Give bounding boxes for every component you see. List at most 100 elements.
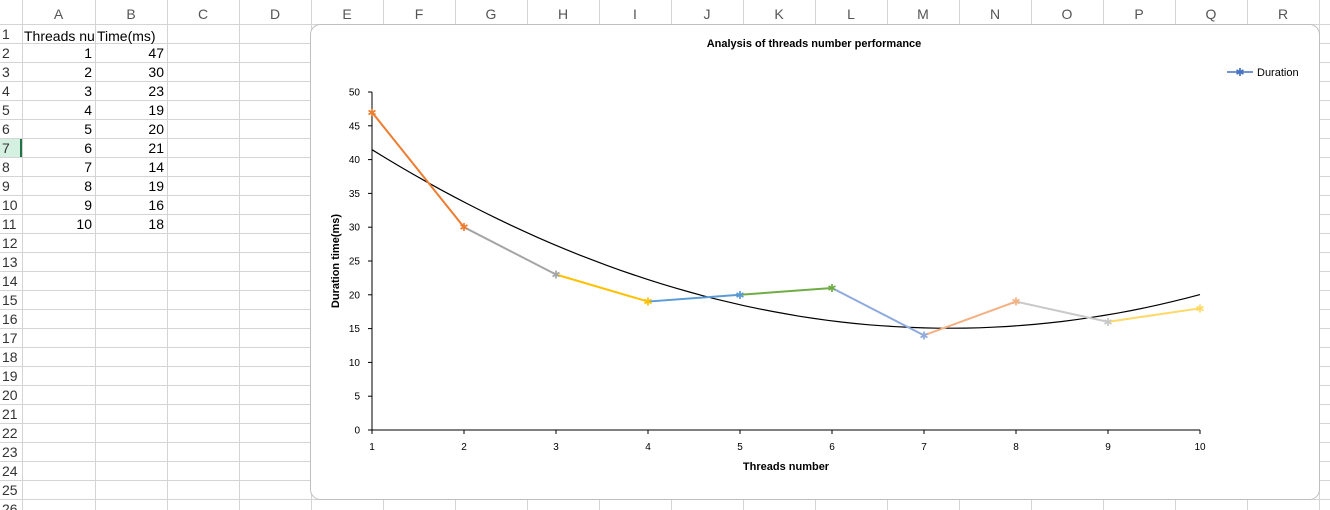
column-header-r[interactable]: R [1278, 6, 1288, 22]
column-header-i[interactable]: I [633, 6, 637, 22]
row-header-16[interactable]: 16 [2, 311, 18, 327]
cell-b7[interactable]: 21 [148, 140, 164, 156]
column-header-p[interactable]: P [1134, 6, 1143, 22]
column-header-h[interactable]: H [558, 6, 568, 22]
x-tick-label: 10 [1194, 442, 1206, 453]
row-header-24[interactable]: 24 [2, 463, 18, 479]
data-point-marker[interactable]: ✱ [1011, 297, 1020, 309]
data-point-marker[interactable]: ✱ [827, 283, 836, 295]
row-header-23[interactable]: 23 [2, 444, 18, 460]
row-header-25[interactable]: 25 [2, 482, 18, 498]
y-tick-label: 40 [349, 155, 361, 166]
cell-a5[interactable]: 4 [84, 102, 92, 118]
row-header-19[interactable]: 19 [2, 368, 18, 384]
x-axis-title: Threads number [743, 461, 830, 473]
data-point-marker[interactable]: ✱ [1103, 317, 1112, 329]
cell-b4[interactable]: 23 [148, 83, 164, 99]
legend-star-marker: ✱ [1235, 67, 1244, 79]
column-header-d[interactable]: D [270, 6, 280, 22]
cell-b1[interactable]: Time(ms) [97, 28, 156, 44]
cell-a2[interactable]: 1 [84, 45, 92, 61]
column-header-c[interactable]: C [198, 6, 208, 22]
column-header-l[interactable]: L [847, 6, 855, 22]
column-header-bar [0, 0, 1330, 24]
y-tick-label: 50 [349, 88, 361, 99]
row-header-8[interactable]: 8 [2, 159, 10, 175]
row-header-9[interactable]: 9 [2, 178, 10, 194]
cell-b9[interactable]: 19 [148, 178, 164, 194]
x-tick-label: 1 [369, 442, 375, 453]
column-header-q[interactable]: Q [1206, 6, 1217, 22]
column-header-o[interactable]: O [1062, 6, 1073, 22]
column-header-m[interactable]: M [917, 6, 929, 22]
cell-a10[interactable]: 9 [84, 197, 92, 213]
cell-a11[interactable]: 10 [76, 216, 92, 232]
row-header-15[interactable]: 15 [2, 292, 18, 308]
x-tick-label: 5 [737, 442, 743, 453]
column-header-f[interactable]: F [415, 6, 424, 22]
y-tick-label: 35 [349, 189, 361, 200]
column-header-g[interactable]: G [486, 6, 497, 22]
row-header-2[interactable]: 2 [2, 45, 10, 61]
row-header-5[interactable]: 5 [2, 102, 10, 118]
cell-a4[interactable]: 3 [84, 83, 92, 99]
row-header-20[interactable]: 20 [2, 387, 18, 403]
data-point-marker[interactable]: ✱ [459, 222, 468, 234]
data-point-marker[interactable]: ✱ [643, 297, 652, 309]
cell-b2[interactable]: 47 [148, 45, 164, 61]
cell-b10[interactable]: 16 [148, 197, 164, 213]
series-segment[interactable] [555, 273, 649, 303]
row-header-26[interactable]: 26 [2, 501, 18, 510]
data-point-marker[interactable]: ✱ [367, 107, 376, 119]
chart-area[interactable] [310, 24, 1320, 500]
column-header-e[interactable]: E [342, 6, 351, 22]
column-header-b[interactable]: B [126, 6, 135, 22]
row-header-3[interactable]: 3 [2, 64, 10, 80]
column-header-k[interactable]: K [774, 6, 784, 22]
cell-a6[interactable]: 5 [84, 121, 92, 137]
data-point-marker[interactable]: ✱ [1195, 303, 1204, 315]
row-header-7[interactable]: 7 [2, 140, 10, 156]
row-header-1[interactable]: 1 [2, 26, 10, 42]
row-header-22[interactable]: 22 [2, 425, 18, 441]
cell-a1[interactable]: Threads nu [24, 28, 95, 44]
data-point-marker[interactable]: ✱ [735, 290, 744, 302]
series-segment[interactable] [647, 293, 741, 303]
column-header-n[interactable]: N [990, 6, 1000, 22]
series-segment[interactable] [463, 226, 557, 276]
row-header-6[interactable]: 6 [2, 121, 10, 137]
cell-b6[interactable]: 20 [148, 121, 164, 137]
series-segment[interactable] [371, 111, 465, 228]
trendline[interactable] [371, 149, 1201, 329]
cell-a3[interactable]: 2 [84, 64, 92, 80]
cell-b3[interactable]: 30 [148, 64, 164, 80]
row-header-11[interactable]: 11 [2, 216, 17, 232]
cell-a9[interactable]: 8 [84, 178, 92, 194]
series-segment[interactable] [1107, 307, 1201, 323]
row-header-21[interactable]: 21 [2, 406, 18, 422]
row-header-12[interactable]: 12 [2, 235, 18, 251]
data-point-marker[interactable]: ✱ [919, 330, 928, 342]
cell-b8[interactable]: 14 [148, 159, 164, 175]
cell-a8[interactable]: 7 [84, 159, 92, 175]
y-tick-label: 5 [354, 392, 360, 403]
series-segment[interactable] [1015, 300, 1109, 323]
column-header-a[interactable]: A [54, 6, 64, 22]
data-point-marker[interactable]: ✱ [551, 270, 560, 282]
chart-legend[interactable]: ✱ Duration [1227, 67, 1299, 79]
x-tick-label: 7 [921, 442, 927, 453]
cell-a7[interactable]: 6 [84, 140, 92, 156]
series-segment[interactable] [923, 300, 1017, 337]
line-chart[interactable]: Analysis of threads number performance ✱… [310, 24, 1320, 500]
series-segment[interactable] [739, 287, 833, 296]
row-header-4[interactable]: 4 [2, 83, 10, 99]
row-header-13[interactable]: 13 [2, 254, 18, 270]
series-segment[interactable] [831, 287, 925, 337]
row-header-18[interactable]: 18 [2, 349, 18, 365]
row-header-14[interactable]: 14 [2, 273, 18, 289]
column-header-j[interactable]: J [704, 6, 711, 22]
cell-b5[interactable]: 19 [148, 102, 164, 118]
cell-b11[interactable]: 18 [148, 216, 164, 232]
row-header-10[interactable]: 10 [2, 197, 18, 213]
row-header-17[interactable]: 17 [2, 330, 18, 346]
